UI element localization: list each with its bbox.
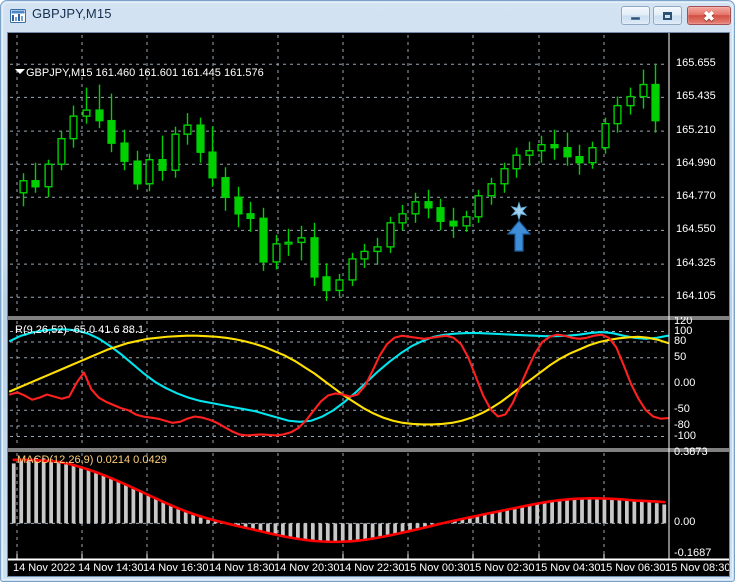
price-tick-tick: 100 xyxy=(674,324,693,337)
time-axis-tick: 15 Nov 02:30 xyxy=(469,562,535,574)
price-tick-tick: 165.210 xyxy=(676,124,716,137)
price-tick-tick: 164.105 xyxy=(676,290,716,303)
price-tick-tick: 164.325 xyxy=(676,257,716,270)
price-tick-tick: 80 xyxy=(674,335,687,347)
price-tick-tick: 0.3873 xyxy=(674,446,708,458)
time-axis-tick: 15 Nov 00:30 xyxy=(404,562,470,574)
chart-graphics xyxy=(8,33,729,576)
price-tick-tick: 50 xyxy=(674,350,687,363)
price-tick-tick: 120 xyxy=(674,315,693,327)
time-axis-tick: 14 Nov 20:30 xyxy=(274,562,340,574)
price-tick-tick: 165.655 xyxy=(676,57,716,70)
price-tick-tick: 0.00 xyxy=(674,377,696,389)
price-tick-tick: -80 xyxy=(674,419,690,431)
close-button[interactable]: ✖ xyxy=(687,6,731,25)
time-axis-tick: 14 Nov 16:30 xyxy=(143,562,209,574)
price-tick-tick: -50 xyxy=(674,403,690,416)
minimize-button[interactable] xyxy=(621,6,650,25)
chart-dropdown-icon[interactable] xyxy=(15,69,25,74)
maximize-button[interactable] xyxy=(653,6,682,25)
price-tick-tick: 164.550 xyxy=(676,223,716,236)
price-tick-tick: 165.435 xyxy=(676,90,716,103)
chart-window-icon xyxy=(10,8,26,24)
title-bar[interactable]: GBPJPY,M15 ✖ xyxy=(1,1,735,31)
maximize-icon xyxy=(654,7,681,24)
minimize-icon xyxy=(622,7,649,24)
time-axis-tick: 15 Nov 08:30 xyxy=(665,562,730,574)
time-axis-tick: 14 Nov 18:30 xyxy=(209,562,275,574)
price-tick-tick: -100 xyxy=(674,429,697,442)
price-tick-tick: 0.00 xyxy=(674,516,696,529)
chart-canvas[interactable] xyxy=(8,33,729,576)
chart-client-area[interactable]: GBPJPY,M15 161.460 161.601 161.445 161.5… xyxy=(7,32,730,577)
time-axis-tick: 15 Nov 06:30 xyxy=(600,562,666,574)
time-axis-tick: 15 Nov 04:30 xyxy=(535,562,601,574)
price-tick-tick: 164.770 xyxy=(676,190,716,203)
price-tick-tick: 164.990 xyxy=(676,157,716,170)
time-axis-tick: 14 Nov 2022 xyxy=(13,562,76,574)
price-tick-tick: -0.1687 xyxy=(674,547,712,559)
time-axis-tick: 14 Nov 22:30 xyxy=(339,562,405,574)
close-icon: ✖ xyxy=(703,7,715,24)
time-axis-tick: 14 Nov 14:30 xyxy=(78,562,144,574)
window-title: GBPJPY,M15 xyxy=(32,6,112,21)
